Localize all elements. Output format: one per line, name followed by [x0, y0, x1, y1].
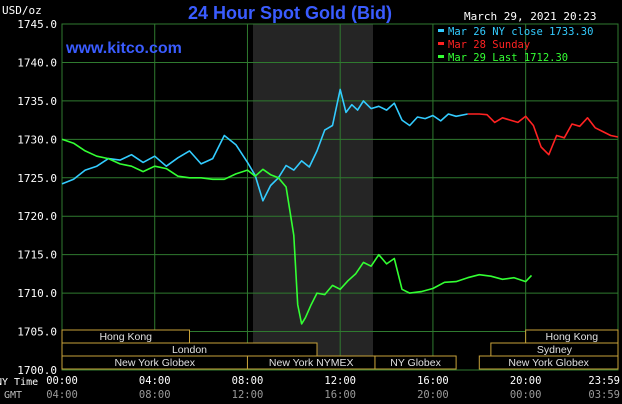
series-line [467, 113, 619, 156]
market-box-label: Hong Kong [546, 331, 599, 343]
y-tick-label: 1710.0 [17, 287, 57, 300]
x-tick-label-ny: 16:00 [417, 375, 449, 387]
x-tick-label-ny: 20:00 [510, 375, 542, 387]
x-tick-label-ny: 00:00 [46, 375, 78, 387]
units-label: USD/oz [2, 4, 42, 17]
x-tick-label-ny: 04:00 [139, 375, 171, 387]
x-tick-label-ny: 08:00 [232, 375, 264, 387]
legend-entry: Mar 29 Last 1712.30 [448, 52, 568, 64]
x-tick-label-gmt: 04:00 [46, 389, 78, 401]
x-axis-ticks: 00:00 04:00 04:00 08:00 08:00 12:00 12:00 16:00… [46, 375, 620, 401]
website-label: www.kitco.com [65, 40, 182, 57]
chart-date: March 29, 2021 20:23 [464, 10, 596, 23]
chart-title: 24 Hour Spot Gold (Bid) [188, 3, 392, 23]
x-tick-label-gmt: 20:00 [417, 389, 449, 401]
series-layer [61, 88, 619, 325]
legend-swatch [438, 55, 444, 58]
market-box [374, 355, 457, 370]
series-line [61, 138, 533, 325]
gmt-label: GMT [4, 390, 22, 401]
legend-swatch [438, 29, 444, 32]
y-tick-label: 1715.0 [17, 249, 57, 262]
y-tick-label: 1705.0 [17, 326, 57, 339]
session-highlight-band [253, 24, 373, 370]
market-box-label: Hong Kong [99, 331, 152, 343]
y-tick-label: 1725.0 [17, 172, 57, 185]
market-box-label: NY Globex [390, 357, 441, 369]
y-tick-label: 1720.0 [17, 210, 57, 223]
y-tick-label: 1735.0 [17, 95, 57, 108]
legend-entry: Mar 28 Sunday [448, 39, 530, 51]
y-tick-label: 1745.0 [17, 18, 57, 31]
y-tick-label: 1700.0 [17, 364, 57, 377]
y-tick-label: 1730.0 [17, 133, 57, 146]
plot-frame [61, 23, 619, 371]
y-tick-label: 1740.0 [17, 56, 57, 69]
market-box-label: New York NYMEX [269, 357, 354, 369]
x-tick-label-gmt: 12:00 [232, 389, 264, 401]
x-tick-label-ny: 12:00 [324, 375, 356, 387]
market-box-label: Sydney [537, 344, 573, 356]
market-box-label: New York Globex [508, 357, 589, 369]
ny-time-label: NY Time [0, 377, 38, 388]
x-tick-label-gmt: 03:59 [588, 389, 620, 401]
legend-swatch [438, 42, 444, 45]
x-tick-label-gmt: 16:00 [324, 389, 356, 401]
market-box [478, 355, 619, 370]
legend-entry: Mar 26 NY close 1733.30 [448, 26, 593, 38]
market-box-label: London [172, 344, 207, 356]
x-tick-label-ny: 23:59 [588, 375, 620, 387]
legend: Mar 26 NY close 1733.30 Mar 28 Sunday Ma… [438, 26, 593, 64]
x-tick-label-gmt: 08:00 [139, 389, 171, 401]
x-tick-label-gmt: 00:00 [510, 389, 542, 401]
series-line [61, 88, 468, 202]
market-box-label: New York Globex [114, 357, 195, 369]
y-axis-ticks: 1700.0 1705.0 1710.0 1715.0 1720.0 1725.0 1730… [17, 18, 57, 377]
